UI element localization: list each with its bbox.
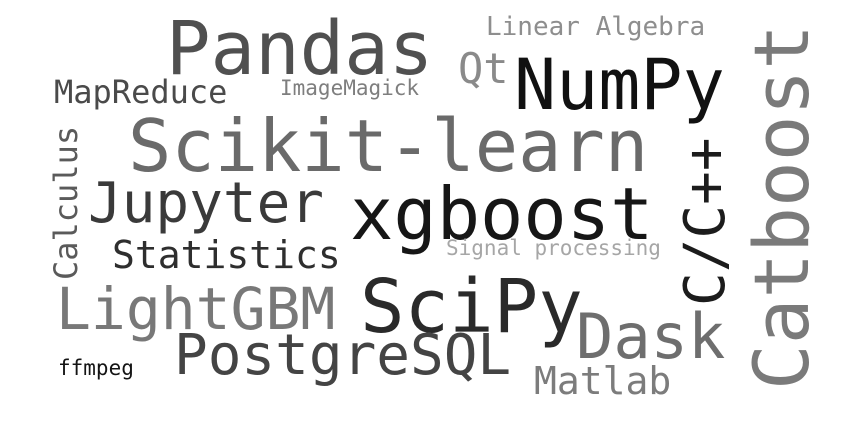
word-imagemagick: ImageMagick	[280, 76, 420, 100]
word-mapreduce: MapReduce	[54, 73, 228, 111]
word-linear-algebra: Linear Algebra	[486, 12, 706, 42]
word-numpy: NumPy	[514, 44, 725, 126]
word-statistics: Statistics	[112, 233, 341, 277]
word-scipy: SciPy	[360, 264, 583, 350]
word-postgresql: PostgreSQL	[174, 323, 512, 388]
word-scikit-learn: Scikit-learn	[128, 104, 649, 188]
word-qt: Qt	[458, 44, 509, 93]
word-ffmpeg: ffmpeg	[58, 356, 134, 380]
word-signal-processing: Signal processing	[446, 236, 661, 260]
word-cpp: C/C++	[673, 137, 738, 306]
word-catboost: Catboost	[737, 23, 826, 390]
word-lightgbm: LightGBM	[56, 275, 336, 343]
word-jupyter: Jupyter	[88, 171, 325, 236]
word-dask: Dask	[576, 300, 726, 373]
word-calculus: Calculus	[47, 125, 85, 280]
word-matlab: Matlab	[534, 359, 672, 403]
word-pandas: Pandas	[166, 6, 434, 92]
word-xgboost: xgboost	[350, 172, 654, 256]
